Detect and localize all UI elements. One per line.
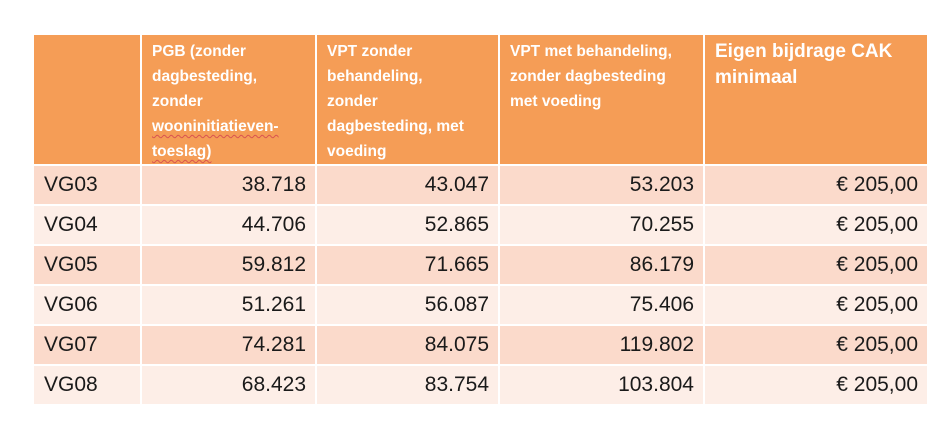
pgb-cell: 68.423 bbox=[140, 364, 317, 406]
eigen-bijdrage-cell: € 205,00 bbox=[703, 324, 929, 366]
vpt-met-cell: 53.203 bbox=[498, 164, 705, 206]
vpt-zonder-cell: 56.087 bbox=[315, 284, 500, 326]
header-vpt-met-behandeling: VPT met behandeling, zonder dagbesteding… bbox=[498, 33, 705, 166]
eigen-bijdrage-cell: € 205,00 bbox=[703, 284, 929, 326]
vpt-met-cell: 86.179 bbox=[498, 244, 705, 286]
table-row: VG04 44.706 52.865 70.255 € 205,00 bbox=[32, 204, 929, 246]
table-header: PGB (zonder dagbesteding, zonder woonini… bbox=[32, 33, 929, 166]
table-row: VG06 51.261 56.087 75.406 € 205,00 bbox=[32, 284, 929, 326]
row-code-cell: VG07 bbox=[32, 324, 142, 366]
pgb-cell: 38.718 bbox=[140, 164, 317, 206]
vpt-met-cell: 103.804 bbox=[498, 364, 705, 406]
vpt-met-cell: 70.255 bbox=[498, 204, 705, 246]
pgb-cell: 59.812 bbox=[140, 244, 317, 286]
header-empty-corner bbox=[32, 33, 142, 166]
header-pgb-line: PGB (zonder bbox=[152, 43, 246, 60]
table-body: VG03 38.718 43.047 53.203 € 205,00 VG04 … bbox=[32, 164, 929, 406]
row-code-cell: VG06 bbox=[32, 284, 142, 326]
header-pgb-line: dagbesteding, bbox=[152, 68, 258, 85]
vpt-zonder-cell: 52.865 bbox=[315, 204, 500, 246]
header-row: PGB (zonder dagbesteding, zonder woonini… bbox=[32, 33, 929, 166]
vpt-met-cell: 119.802 bbox=[498, 324, 705, 366]
row-code-cell: VG05 bbox=[32, 244, 142, 286]
header-vpt-met-line: zonder dagbesteding bbox=[510, 68, 666, 85]
table-row: VG05 59.812 71.665 86.179 € 205,00 bbox=[32, 244, 929, 286]
header-eigen-bijdrage-line: minimaal bbox=[715, 67, 798, 88]
eigen-bijdrage-cell: € 205,00 bbox=[703, 204, 929, 246]
header-vpt-zonder-line: voeding bbox=[327, 143, 387, 160]
header-pgb-line: zonder bbox=[152, 93, 203, 110]
tariff-table: PGB (zonder dagbesteding, zonder woonini… bbox=[32, 33, 929, 406]
vpt-met-cell: 75.406 bbox=[498, 284, 705, 326]
row-code-cell: VG03 bbox=[32, 164, 142, 206]
header-eigen-bijdrage: Eigen bijdrage CAK minimaal bbox=[703, 33, 929, 166]
row-code-cell: VG08 bbox=[32, 364, 142, 406]
vpt-zonder-cell: 71.665 bbox=[315, 244, 500, 286]
pgb-cell: 74.281 bbox=[140, 324, 317, 366]
vpt-zonder-cell: 43.047 bbox=[315, 164, 500, 206]
header-vpt-zonder-line: dagbesteding, met bbox=[327, 118, 464, 135]
table-row: VG03 38.718 43.047 53.203 € 205,00 bbox=[32, 164, 929, 206]
pgb-cell: 51.261 bbox=[140, 284, 317, 326]
eigen-bijdrage-cell: € 205,00 bbox=[703, 364, 929, 406]
table-row: VG08 68.423 83.754 103.804 € 205,00 bbox=[32, 364, 929, 406]
vpt-zonder-cell: 83.754 bbox=[315, 364, 500, 406]
header-pgb-misspelled-word: toeslag) bbox=[152, 143, 212, 160]
header-vpt-met-line: VPT met behandeling, bbox=[510, 43, 672, 60]
pgb-cell: 44.706 bbox=[140, 204, 317, 246]
vpt-zonder-cell: 84.075 bbox=[315, 324, 500, 366]
eigen-bijdrage-cell: € 205,00 bbox=[703, 164, 929, 206]
header-vpt-zonder-line: zonder bbox=[327, 93, 378, 110]
header-pgb-misspelled-word: wooninitiatieven- bbox=[152, 118, 279, 135]
table-row: VG07 74.281 84.075 119.802 € 205,00 bbox=[32, 324, 929, 366]
header-eigen-bijdrage-line: Eigen bijdrage CAK bbox=[715, 41, 893, 62]
header-vpt-zonder-line: VPT zonder bbox=[327, 43, 413, 60]
header-vpt-zonder-behandeling: VPT zonder behandeling, zonder dagbested… bbox=[315, 33, 500, 166]
header-vpt-met-line: met voeding bbox=[510, 93, 602, 110]
row-code-cell: VG04 bbox=[32, 204, 142, 246]
eigen-bijdrage-cell: € 205,00 bbox=[703, 244, 929, 286]
header-pgb: PGB (zonder dagbesteding, zonder woonini… bbox=[140, 33, 317, 166]
header-vpt-zonder-line: behandeling, bbox=[327, 68, 423, 85]
